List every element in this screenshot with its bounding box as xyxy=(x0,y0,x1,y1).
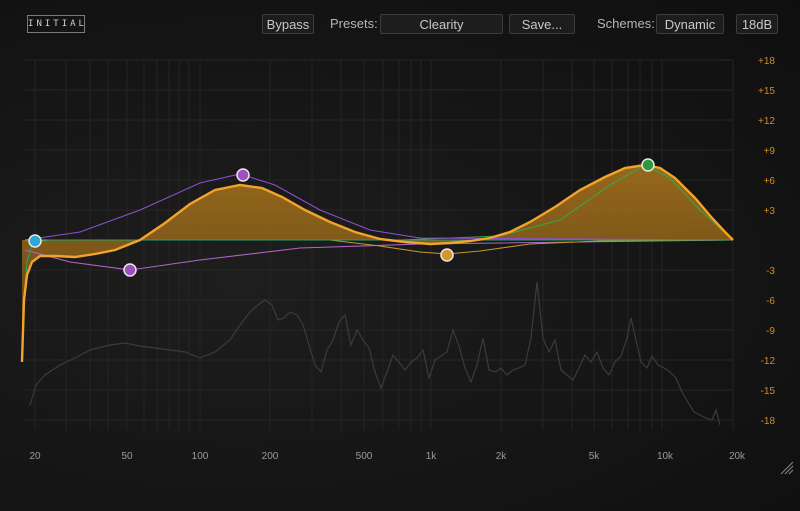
toolbar: INITIAL Bypass Presets: Clearity Save...… xyxy=(0,0,800,48)
band-handles xyxy=(28,158,655,277)
band-curve-low-mid xyxy=(24,173,734,241)
db-scale: +18 +15 +12 +9 +6 +3 -3 -6 -9 -12 -15 -1… xyxy=(758,56,775,427)
spectrum-analyzer-trace xyxy=(29,281,721,426)
freq-tick-label: 2k xyxy=(496,451,508,462)
db-tick-label: -18 xyxy=(761,416,776,427)
band-handle-lowcut[interactable] xyxy=(28,234,42,248)
freq-tick-label: 500 xyxy=(356,451,373,462)
db-tick-label: +15 xyxy=(758,86,775,97)
freq-tick-label: 20k xyxy=(729,451,746,462)
db-tick-label: +12 xyxy=(758,116,775,127)
freq-tick-label: 5k xyxy=(589,451,601,462)
db-tick-label: +6 xyxy=(764,176,776,187)
freq-tick-label: 10k xyxy=(657,451,674,462)
freq-tick-label: 20 xyxy=(29,451,41,462)
eq-curve-fill xyxy=(22,165,733,362)
frequency-scale: 20 50 100 200 500 1k 2k 5k 10k 20k xyxy=(29,451,746,462)
preset-selector[interactable]: Clearity xyxy=(380,14,503,34)
freq-tick-label: 1k xyxy=(426,451,438,462)
eq-graph[interactable]: +18 +15 +12 +9 +6 +3 -3 -6 -9 -12 -15 -1… xyxy=(0,48,800,511)
logo-text: INITIAL xyxy=(28,19,87,29)
range-selector[interactable]: 18dB xyxy=(736,14,778,34)
band-handle-high[interactable] xyxy=(641,158,655,172)
db-tick-label: -9 xyxy=(766,326,775,337)
db-tick-label: -3 xyxy=(766,266,775,277)
db-tick-label: -15 xyxy=(761,386,776,397)
band-handle-low-shelf[interactable] xyxy=(123,263,137,277)
band-curve-high xyxy=(25,164,734,241)
freq-tick-label: 50 xyxy=(121,451,133,462)
logo: INITIAL xyxy=(27,15,85,33)
band-handle-mid[interactable] xyxy=(440,248,454,262)
bypass-button[interactable]: Bypass xyxy=(262,14,314,34)
freq-tick-label: 200 xyxy=(262,451,279,462)
db-tick-label: -6 xyxy=(766,296,775,307)
freq-tick-label: 100 xyxy=(192,451,209,462)
schemes-label: Schemes: xyxy=(597,16,655,31)
db-tick-label: +18 xyxy=(758,56,775,67)
resize-handle-icon[interactable] xyxy=(780,461,794,475)
save-preset-button[interactable]: Save... xyxy=(509,14,575,34)
band-handle-low-mid[interactable] xyxy=(236,168,250,182)
presets-label: Presets: xyxy=(330,16,378,31)
scheme-selector[interactable]: Dynamic xyxy=(656,14,724,34)
db-tick-label: +9 xyxy=(764,146,776,157)
db-tick-label: -12 xyxy=(761,356,776,367)
db-tick-label: +3 xyxy=(764,206,776,217)
